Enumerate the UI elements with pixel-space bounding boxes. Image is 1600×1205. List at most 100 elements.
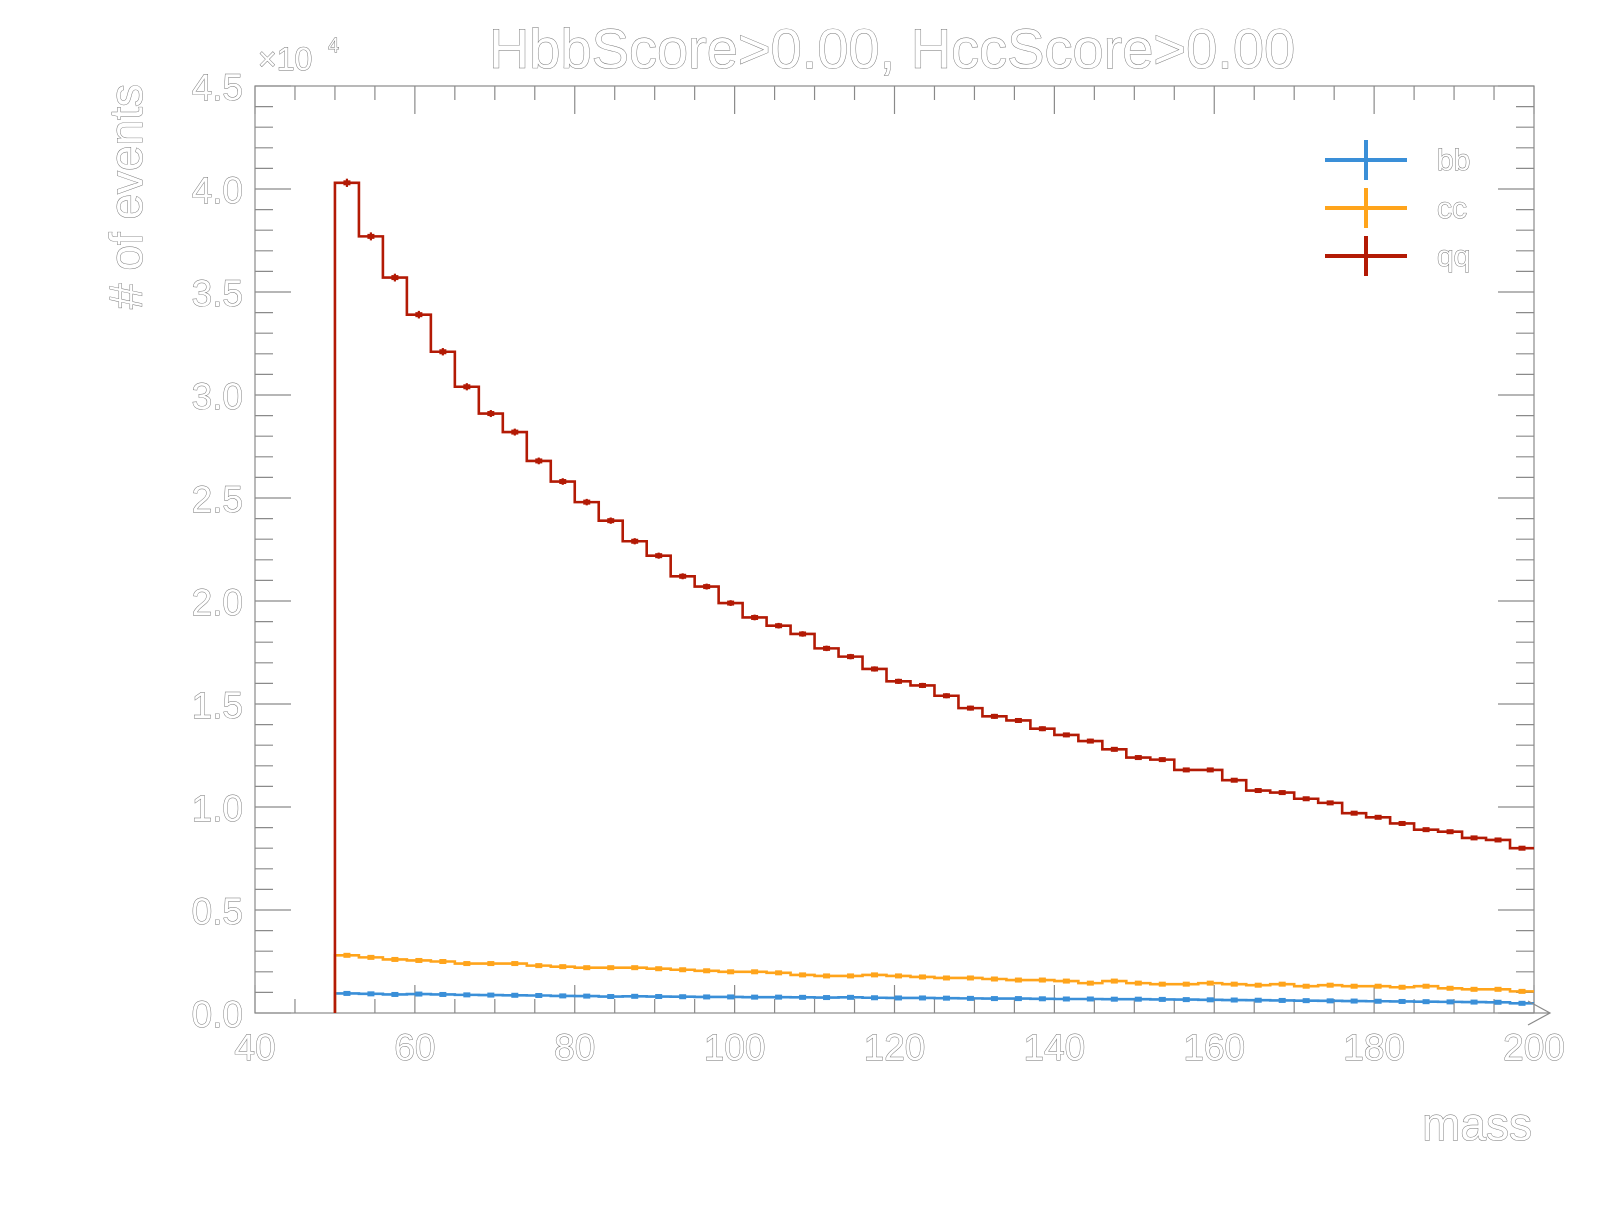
data-point-cc: [871, 972, 879, 978]
data-point-bb: [894, 995, 902, 1001]
data-point-bb: [1398, 998, 1406, 1004]
data-point-cc: [1422, 983, 1430, 989]
x-axis-title: mass: [1422, 1098, 1532, 1150]
y-tick-label: 3.0: [192, 376, 243, 417]
legend-item-bb: bb: [1325, 140, 1471, 180]
x-tick-label: 40: [234, 1027, 275, 1068]
data-point-qq: [391, 275, 399, 281]
data-point-bb: [1254, 997, 1262, 1003]
data-point-qq: [1374, 814, 1382, 820]
data-point-cc: [918, 974, 926, 980]
data-point-cc: [1230, 981, 1238, 987]
data-point-qq: [655, 553, 663, 559]
data-point-qq: [775, 623, 783, 629]
data-point-qq: [966, 705, 974, 711]
legend-label-qq: qq: [1437, 240, 1470, 273]
series-line-qq: [333, 181, 1534, 1013]
data-point-cc: [1158, 981, 1166, 987]
data-point-cc: [1518, 988, 1526, 994]
data-point-bb: [583, 993, 591, 999]
legend: bb cc qq: [1325, 140, 1471, 276]
data-point-cc: [1278, 981, 1286, 987]
data-point-qq: [751, 614, 759, 620]
y-minor-ticks: [255, 85, 1534, 1014]
data-point-bb: [966, 995, 974, 1001]
data-point-bb: [1134, 996, 1142, 1002]
data-point-qq: [1206, 767, 1214, 773]
y-tick-label: 1.5: [192, 685, 243, 726]
data-point-qq: [1086, 738, 1094, 744]
data-point-qq: [799, 631, 807, 637]
data-point-bb: [1494, 999, 1502, 1005]
data-point-cc: [751, 969, 759, 975]
data-point-cc: [1086, 980, 1094, 986]
y-tick-label: 2.0: [192, 582, 243, 623]
data-point-qq: [1470, 835, 1478, 841]
data-point-qq: [1326, 800, 1334, 806]
data-point-qq: [1230, 777, 1238, 783]
data-point-qq: [727, 600, 735, 606]
x-tick-label: 100: [704, 1027, 766, 1068]
series-qq: [333, 178, 1534, 1013]
data-point-qq: [1254, 788, 1262, 794]
data-point-qq: [631, 538, 639, 544]
data-point-cc: [823, 973, 831, 979]
data-point-cc: [847, 973, 855, 979]
data-point-bb: [559, 993, 567, 999]
data-point-bb: [751, 994, 759, 1000]
data-point-cc: [1062, 978, 1070, 984]
data-point-cc: [487, 961, 495, 967]
data-point-cc: [966, 975, 974, 981]
data-point-bb: [655, 994, 663, 1000]
data-point-bb: [942, 995, 950, 1001]
x-tick-label: 80: [554, 1027, 595, 1068]
data-point-qq: [1278, 790, 1286, 796]
data-point-bb: [439, 991, 447, 997]
data-point-qq: [1158, 757, 1166, 763]
data-point-qq: [679, 573, 687, 579]
data-point-cc: [1254, 982, 1262, 988]
data-point-bb: [1158, 996, 1166, 1002]
y-tick-labels: 0.0 0.5 1.0 1.5 2.0 2.5 3.0 3.5 4.0 4.5: [191, 67, 243, 1036]
y-multiplier-base: ×10: [258, 41, 312, 77]
data-point-bb: [1470, 999, 1478, 1005]
data-point-bb: [535, 992, 543, 998]
data-point-cc: [343, 952, 351, 958]
data-point-cc: [535, 963, 543, 969]
series-line-bb: [333, 992, 1534, 1013]
data-point-bb: [799, 994, 807, 1000]
data-point-cc: [463, 961, 471, 967]
x-minor-ticks: [254, 86, 1535, 1013]
data-point-qq: [823, 645, 831, 651]
data-point-qq: [1110, 746, 1118, 752]
data-point-bb: [679, 994, 687, 1000]
data-point-cc: [439, 959, 447, 964]
data-point-bb: [1014, 996, 1022, 1002]
data-point-bb: [1446, 999, 1454, 1005]
data-point-qq: [847, 654, 855, 660]
data-point-cc: [367, 954, 375, 960]
data-point-cc: [583, 965, 591, 971]
data-point-cc: [655, 966, 663, 972]
data-point-cc: [1014, 977, 1022, 983]
data-point-bb: [703, 994, 711, 1000]
data-point-bb: [367, 991, 375, 997]
data-point-cc: [679, 967, 687, 973]
data-point-bb: [847, 994, 855, 1000]
data-point-bb: [1518, 1000, 1526, 1006]
data-point-bb: [1302, 998, 1310, 1004]
data-point-qq: [535, 458, 543, 464]
data-point-cc: [703, 968, 711, 974]
data-point-cc: [1350, 983, 1358, 989]
data-point-qq: [367, 233, 375, 239]
data-point-qq: [463, 384, 471, 390]
data-point-cc: [1326, 982, 1334, 988]
x-tick-label: 140: [1024, 1027, 1086, 1068]
x-axis-arrow: [1500, 1000, 1552, 1026]
data-point-qq: [511, 429, 519, 435]
data-point-bb: [918, 995, 926, 1001]
data-point-cc: [1206, 980, 1214, 986]
data-point-cc: [1302, 983, 1310, 989]
data-point-cc: [607, 965, 615, 971]
